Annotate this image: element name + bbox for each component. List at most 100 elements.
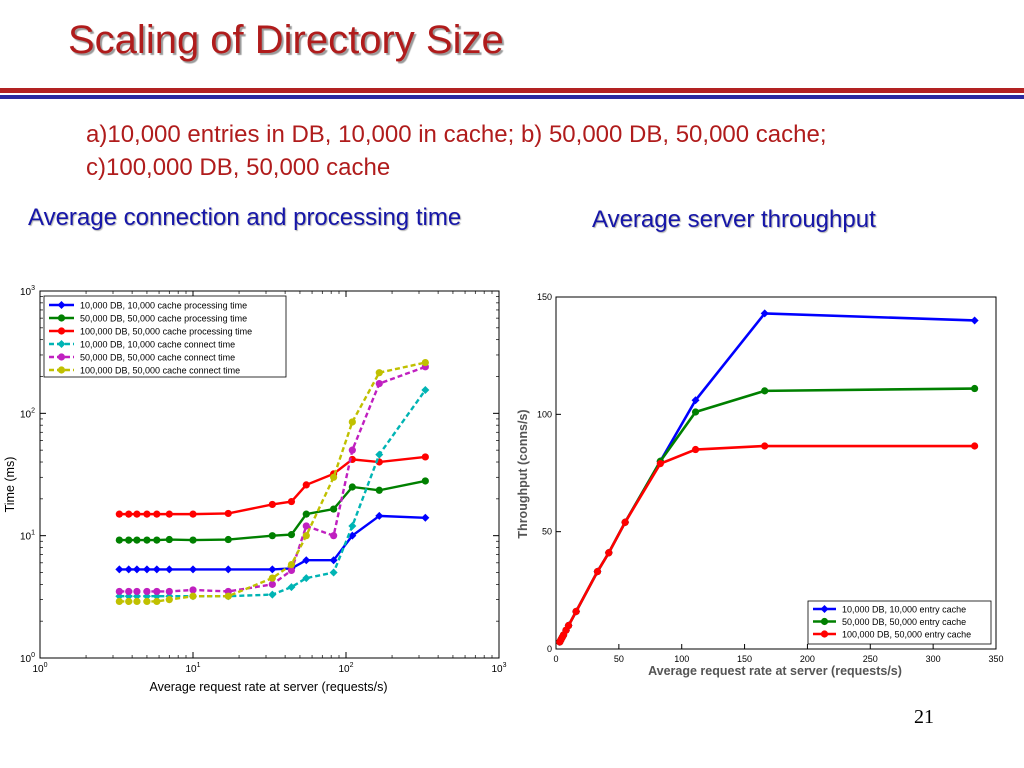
data-point <box>133 597 141 606</box>
legend-marker <box>57 314 66 322</box>
y-tick-label: 50 <box>542 527 552 537</box>
data-point <box>302 510 310 518</box>
right-chart-heading: Average server throughput <box>592 206 876 233</box>
legend-label: 10,000 DB, 10,000 cache processing time <box>80 301 247 311</box>
data-point <box>224 565 233 574</box>
latency-series-6 <box>115 358 429 606</box>
y-tick-label: 102 <box>20 407 35 420</box>
data-point <box>760 309 769 318</box>
legend-marker <box>57 353 66 361</box>
data-point <box>330 473 338 481</box>
latency-y-axis-label: Time (ms) <box>3 457 17 513</box>
data-point <box>302 574 311 583</box>
data-point <box>125 536 133 544</box>
data-point <box>165 510 173 518</box>
data-point <box>971 442 979 450</box>
x-tick-label: 50 <box>614 654 624 664</box>
data-point <box>153 587 161 596</box>
title-rule-gap <box>0 93 1024 95</box>
data-point <box>593 567 602 576</box>
data-point <box>189 536 197 544</box>
throughput-y-axis-label: Throughput (conns/s) <box>516 409 530 538</box>
data-point <box>564 621 573 630</box>
x-tick-label: 300 <box>926 654 941 664</box>
data-point <box>165 535 173 544</box>
data-point <box>761 387 769 395</box>
data-point <box>268 580 276 588</box>
legend-marker <box>820 617 829 626</box>
data-point <box>348 483 356 491</box>
data-point <box>287 566 296 575</box>
x-tick-label: 150 <box>737 654 752 664</box>
data-point <box>268 532 276 540</box>
data-point <box>329 568 338 577</box>
data-point <box>125 587 133 596</box>
data-point <box>143 536 151 544</box>
data-point <box>302 522 310 530</box>
data-point <box>133 587 141 596</box>
legend-label: 100,000 DB, 50,000 cache connect time <box>80 366 240 376</box>
throughput-plot-frame <box>555 296 997 650</box>
legend-label: 10,000 DB, 10,000 cache connect time <box>80 340 235 350</box>
data-point <box>348 418 356 426</box>
throughput-legend: 10,000 DB, 10,000 entry cache 50,000 DB, … <box>807 600 992 645</box>
data-point <box>287 561 296 569</box>
data-point <box>189 510 197 518</box>
legend-marker <box>57 340 66 348</box>
x-tick-label: 350 <box>988 654 1003 664</box>
data-point <box>133 536 141 544</box>
y-tick-label: 0 <box>547 644 552 654</box>
data-point <box>287 583 296 592</box>
x-tick-label: 0 <box>553 654 558 664</box>
x-tick-label: 103 <box>491 662 506 675</box>
y-tick-label: 150 <box>537 292 552 302</box>
legend-label: 50,000 DB, 50,000 cache processing time <box>80 314 247 324</box>
data-point <box>153 597 161 606</box>
x-tick-label: 200 <box>800 654 815 664</box>
data-point <box>142 565 151 574</box>
legend-label: 10,000 DB, 10,000 entry cache <box>842 605 966 615</box>
data-point <box>189 586 197 594</box>
data-point <box>268 500 276 509</box>
data-point <box>691 408 700 416</box>
page-number: 21 <box>914 706 934 728</box>
data-point <box>375 486 383 494</box>
data-point <box>132 565 141 574</box>
data-point <box>125 597 133 606</box>
data-point <box>421 453 429 461</box>
data-point <box>421 477 429 485</box>
x-tick-label: 100 <box>32 662 47 675</box>
latency-series-2 <box>115 477 429 544</box>
data-point <box>152 565 161 574</box>
data-point <box>971 384 979 393</box>
x-tick-label: 101 <box>185 662 200 675</box>
latency-legend: 10,000 DB, 10,000 cache processing time 5… <box>43 295 287 378</box>
data-point <box>115 587 123 596</box>
data-point <box>165 587 173 596</box>
legend-marker <box>57 327 66 335</box>
legend-label: 50,000 DB, 50,000 cache connect time <box>80 353 235 363</box>
x-tick-label: 102 <box>338 662 353 675</box>
legend-marker <box>820 605 829 613</box>
data-point <box>133 510 141 518</box>
data-point <box>330 532 338 540</box>
data-point <box>287 497 296 506</box>
slide-subtitle: a)10,000 entries in DB, 10,000 in cache;… <box>86 118 1006 184</box>
legend-box <box>807 600 992 645</box>
data-point <box>224 535 232 544</box>
data-point <box>125 510 133 518</box>
y-tick-label: 101 <box>20 530 35 543</box>
data-point <box>375 369 383 377</box>
data-point <box>302 481 310 489</box>
latency-x-axis-label: Average request rate at server (requests… <box>149 680 387 694</box>
data-point <box>268 565 277 574</box>
x-tick-label: 100 <box>674 654 689 664</box>
data-point <box>115 536 123 544</box>
data-point <box>329 556 338 565</box>
data-point <box>375 380 383 388</box>
left-chart-heading: Average connection and processing time <box>28 204 462 231</box>
data-point <box>115 565 124 574</box>
